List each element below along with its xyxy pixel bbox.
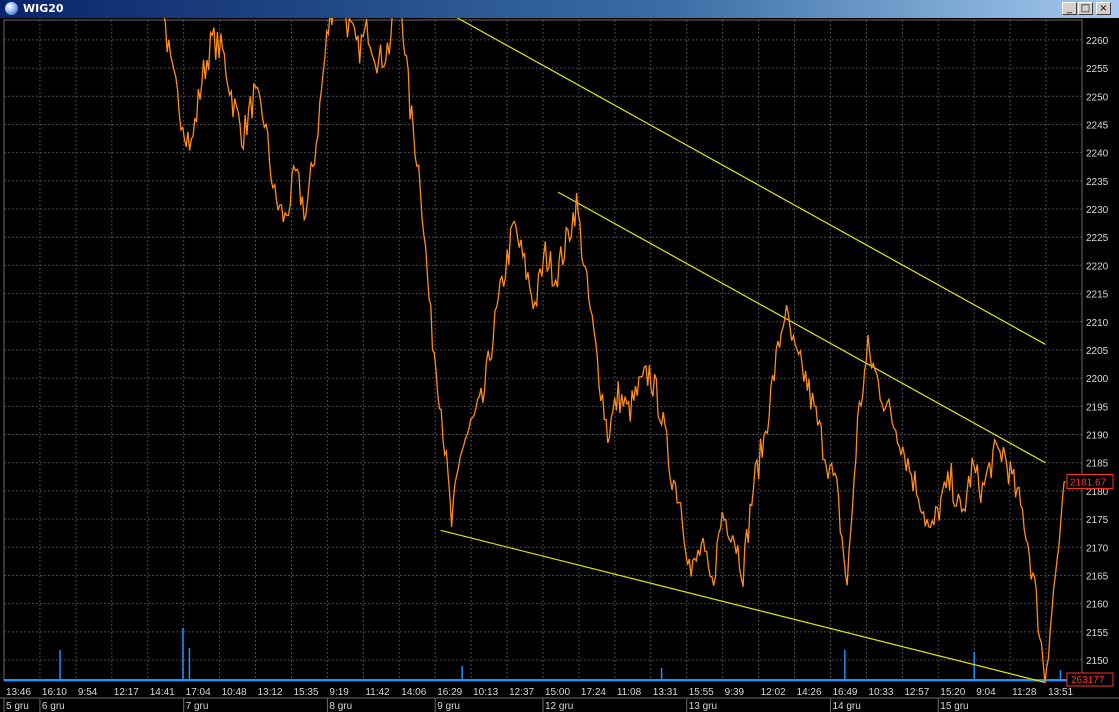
maximize-button[interactable]: □ bbox=[1078, 2, 1093, 15]
y-tick-label: 2220 bbox=[1086, 261, 1109, 272]
x-tick-label: 12:57 bbox=[904, 687, 929, 698]
x-tick-label: 15:55 bbox=[689, 687, 714, 698]
x-tick-label: 13:31 bbox=[653, 687, 678, 698]
y-tick-label: 2265 bbox=[1086, 18, 1109, 19]
date-label: 6 gru bbox=[42, 701, 65, 712]
x-tick-label: 9:39 bbox=[725, 687, 745, 698]
date-label: 9 gru bbox=[437, 701, 460, 712]
y-tick-label: 2205 bbox=[1086, 346, 1109, 357]
last-price-box bbox=[1066, 473, 1114, 489]
x-tick-label: 14:26 bbox=[797, 687, 822, 698]
last-value-markers: 2181.67 263177 bbox=[1066, 473, 1114, 687]
y-tick-label: 2175 bbox=[1086, 515, 1109, 526]
x-tick-label: 14:06 bbox=[401, 687, 426, 698]
y-tick-label: 2190 bbox=[1086, 431, 1109, 442]
trend-line bbox=[456, 18, 1046, 345]
trend-lines bbox=[440, 18, 1046, 684]
x-tick-label: 9:19 bbox=[329, 687, 349, 698]
y-tick-label: 2215 bbox=[1086, 290, 1109, 301]
x-tick-label: 16:10 bbox=[42, 687, 67, 698]
y-tick-label: 2240 bbox=[1086, 149, 1109, 160]
x-tick-label: 10:48 bbox=[222, 687, 247, 698]
title-bar[interactable]: WIG20 _ □ × bbox=[0, 0, 1119, 18]
x-tick-label: 16:29 bbox=[437, 687, 462, 698]
y-tick-label: 2180 bbox=[1086, 487, 1109, 498]
trend-line bbox=[440, 529, 1046, 684]
y-tick-label: 2250 bbox=[1086, 92, 1109, 103]
y-axis: 2150 2155 2160 2165 2170 2175 2180 2185 2190 2195… bbox=[1086, 18, 1109, 667]
x-tick-label: 14:41 bbox=[150, 687, 175, 698]
y-tick-label: 2160 bbox=[1086, 600, 1109, 611]
x-tick-label: 12:37 bbox=[509, 687, 534, 698]
y-tick-label: 2170 bbox=[1086, 543, 1109, 554]
y-tick-label: 2245 bbox=[1086, 120, 1109, 131]
globe-icon bbox=[5, 2, 18, 15]
x-tick-label: 15:35 bbox=[293, 687, 318, 698]
minimize-button[interactable]: _ bbox=[1062, 2, 1077, 15]
x-tick-label: 11:42 bbox=[365, 687, 390, 698]
x-tick-label: 16:49 bbox=[832, 687, 857, 698]
y-tick-label: 2225 bbox=[1086, 233, 1109, 244]
last-price-label: 2181.67 bbox=[1070, 477, 1107, 488]
x-tick-label: 12:02 bbox=[761, 687, 786, 698]
price-chart[interactable]: 2150 2155 2160 2165 2170 2175 2180 2185 2190 2195… bbox=[0, 18, 1119, 712]
y-tick-label: 2230 bbox=[1086, 205, 1109, 216]
date-label: 14 gru bbox=[832, 701, 860, 712]
close-button[interactable]: × bbox=[1096, 2, 1111, 15]
x-tick-label: 11:08 bbox=[617, 687, 642, 698]
date-label: 5 gru bbox=[6, 701, 29, 712]
x-tick-label: 12:17 bbox=[114, 687, 139, 698]
volume-bars bbox=[4, 628, 1082, 681]
date-label: 12 gru bbox=[545, 701, 573, 712]
date-label: 8 gru bbox=[329, 701, 352, 712]
window-title: WIG20 bbox=[23, 2, 64, 15]
y-tick-label: 2155 bbox=[1086, 628, 1109, 639]
last-volume-label: 263177 bbox=[1071, 675, 1105, 686]
y-tick-label: 2150 bbox=[1086, 656, 1109, 667]
x-tick-label: 17:24 bbox=[581, 687, 606, 698]
y-tick-label: 2260 bbox=[1086, 36, 1109, 47]
x-tick-label: 15:20 bbox=[940, 687, 965, 698]
y-tick-label: 2185 bbox=[1086, 459, 1109, 470]
date-label: 15 gru bbox=[940, 701, 968, 712]
trend-line bbox=[557, 191, 1046, 464]
x-tick-label: 15:00 bbox=[545, 687, 570, 698]
x-tick-label: 9:04 bbox=[976, 687, 996, 698]
price-series bbox=[163, 18, 1067, 684]
x-tick-label: 13:51 bbox=[1048, 687, 1073, 698]
y-tick-label: 2195 bbox=[1086, 402, 1109, 413]
last-volume-box bbox=[1066, 672, 1114, 687]
date-label: 7 gru bbox=[186, 701, 209, 712]
chart-background bbox=[0, 18, 1119, 712]
x-tick-label: 17:04 bbox=[186, 687, 211, 698]
date-label: 13 gru bbox=[689, 701, 717, 712]
y-tick-label: 2165 bbox=[1086, 571, 1109, 582]
x-tick-label: 13:46 bbox=[6, 687, 31, 698]
x-tick-label: 10:33 bbox=[868, 687, 893, 698]
x-tick-label: 13:12 bbox=[258, 687, 283, 698]
y-tick-label: 2210 bbox=[1086, 318, 1109, 329]
y-tick-label: 2255 bbox=[1086, 64, 1109, 75]
price-line bbox=[163, 18, 1067, 684]
x-tick-label: 10:13 bbox=[473, 687, 498, 698]
y-tick-label: 2235 bbox=[1086, 177, 1109, 188]
x-tick-label: 9:54 bbox=[78, 687, 98, 698]
y-tick-label: 2200 bbox=[1086, 374, 1109, 385]
x-axis: 13:46 16:10 9:54 12:17 14:41 17:04 10:48 13:12 1… bbox=[3, 687, 1074, 712]
x-tick-label: 11:28 bbox=[1012, 687, 1037, 698]
